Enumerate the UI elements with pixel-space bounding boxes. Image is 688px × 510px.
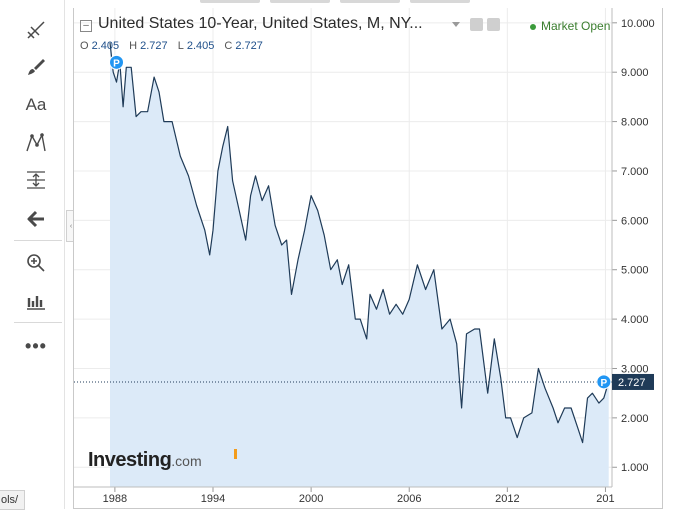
- event-marker[interactable]: [109, 54, 125, 70]
- y-tick-label: 2.000: [621, 413, 649, 425]
- x-tick-label: 2012: [495, 493, 519, 505]
- x-tick-label: 1988: [103, 493, 127, 505]
- y-tick-label: 4.000: [621, 314, 649, 326]
- ohlc-open: 2.405: [91, 40, 120, 52]
- settings-icon[interactable]: [470, 18, 483, 31]
- drawing-toolbar: Aa ••• ols/: [0, 0, 65, 510]
- x-tick-label: 2006: [397, 493, 421, 505]
- toolbar-divider: [14, 240, 62, 241]
- ohlc-close: 2.727: [235, 40, 263, 52]
- y-tick-label: 10.000: [621, 18, 655, 30]
- y-tick-label: 5.000: [621, 265, 649, 277]
- x-tick-label: 2000: [299, 493, 323, 505]
- y-tick-label: 7.000: [621, 166, 649, 178]
- measure-tool-icon[interactable]: [18, 166, 54, 194]
- ohlc-readout: O 2.405 H 2.727 L 2.405 C 2.727: [80, 40, 270, 52]
- ohlc-close-key: C: [224, 40, 233, 52]
- y-tick-label: 9.000: [621, 67, 649, 79]
- zoom-in-icon[interactable]: [18, 249, 54, 277]
- x-tick-label: 1994: [201, 493, 225, 505]
- event-marker[interactable]: [596, 374, 612, 390]
- y-tick-label: 8.000: [621, 117, 649, 129]
- y-tick-label: 3.000: [621, 363, 649, 375]
- series-area: [110, 42, 609, 487]
- top-tab[interactable]: [340, 0, 400, 3]
- remove-icon[interactable]: [487, 18, 500, 31]
- chart-title: United States 10-Year, United States, M,…: [98, 15, 423, 32]
- brush-icon[interactable]: [18, 53, 54, 81]
- ohlc-high: 2.727: [140, 40, 168, 52]
- pattern-tool-icon[interactable]: [18, 129, 54, 157]
- line-tools-icon[interactable]: [18, 16, 54, 44]
- text-tool-icon[interactable]: Aa: [25, 95, 47, 114]
- market-status-label: Market Open: [541, 19, 611, 33]
- more-icon[interactable]: •••: [25, 335, 47, 356]
- y-tick-label: 1.000: [621, 462, 649, 474]
- arrow-left-icon[interactable]: [18, 205, 54, 233]
- top-tab[interactable]: [410, 0, 470, 3]
- last-value-label: 2.727: [618, 377, 646, 389]
- investing-logo: Investing.com: [88, 449, 237, 472]
- top-tab-strip: [200, 0, 480, 4]
- market-open-dot-icon: [530, 23, 536, 30]
- event-marker-label: P: [113, 58, 120, 69]
- last-value-label-bg: [612, 373, 654, 390]
- status-tab[interactable]: ols/: [0, 490, 26, 510]
- logo-brand: Investing: [88, 449, 172, 471]
- top-tab[interactable]: [200, 0, 260, 3]
- collapse-legend-button[interactable]: –: [80, 20, 92, 32]
- top-tab[interactable]: [270, 0, 330, 3]
- ohlc-open-key: O: [80, 40, 89, 52]
- x-tick-label: 201: [596, 493, 614, 505]
- chevron-down-icon[interactable]: [452, 22, 460, 27]
- logo-accent: [234, 449, 237, 459]
- logo-suffix: .com: [171, 453, 202, 469]
- y-tick-label: 6.000: [621, 215, 649, 227]
- ohlc-high-key: H: [129, 40, 138, 52]
- market-status: Market Open: [530, 19, 610, 33]
- ohlc-low: 2.405: [186, 40, 215, 52]
- indicators-icon[interactable]: [18, 287, 54, 315]
- ohlc-low-key: L: [177, 40, 184, 52]
- event-marker-label: P: [600, 378, 607, 389]
- toolbar-divider: [14, 322, 62, 323]
- series-line: [109, 42, 610, 444]
